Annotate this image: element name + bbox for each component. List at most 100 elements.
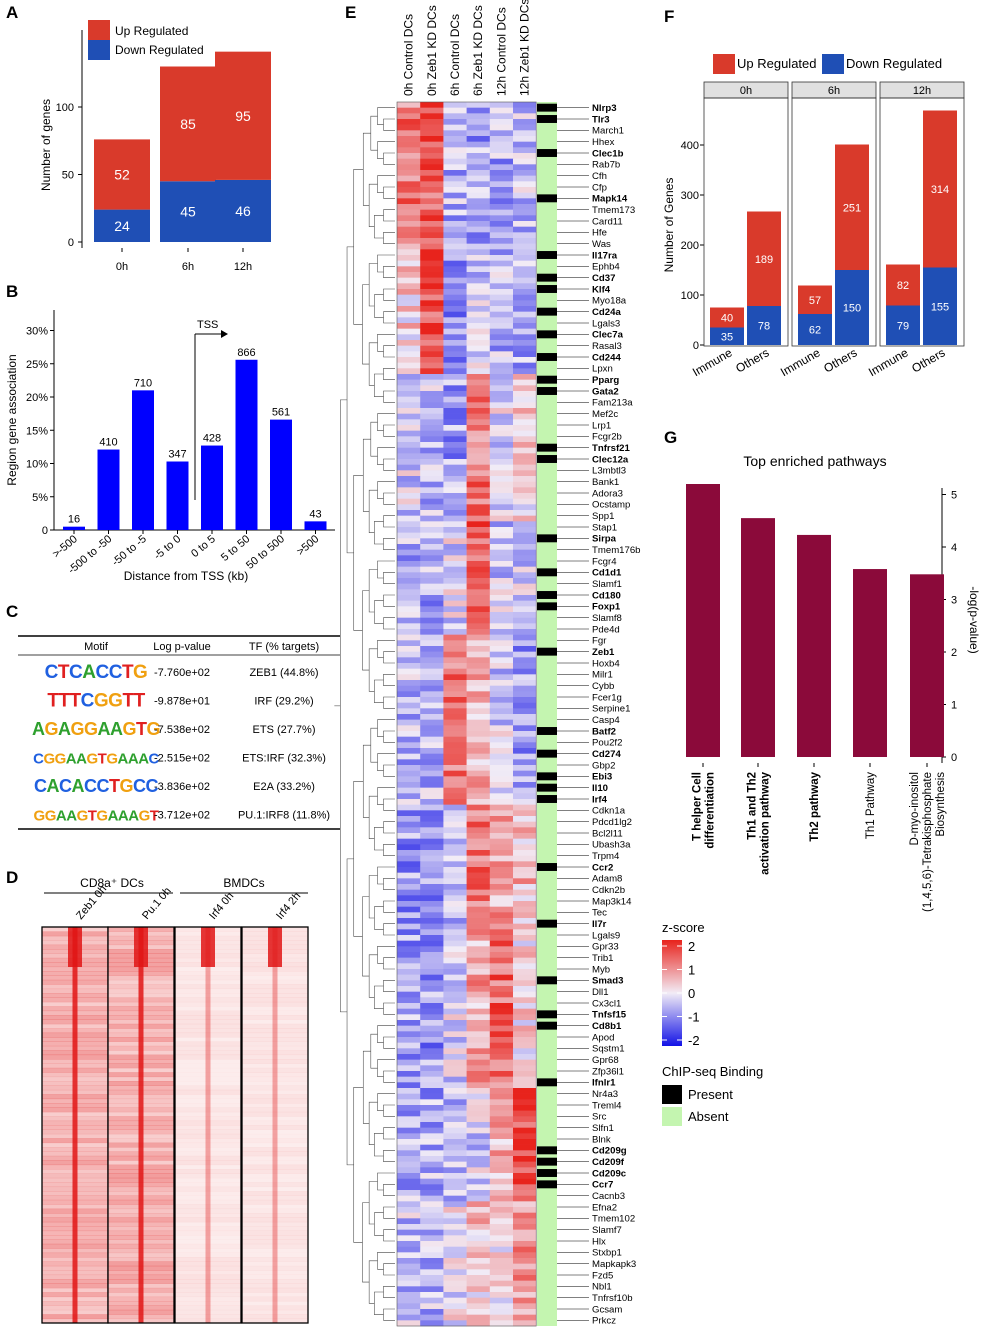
- heatmap-cell: [443, 1303, 467, 1310]
- value-label-up: 57: [809, 295, 821, 307]
- heatmap-cell: [489, 680, 514, 686]
- dendrogram-branch: [383, 1002, 395, 1015]
- gene-label: Tnfrsf21: [592, 443, 631, 454]
- heatmap-cell: [443, 119, 467, 125]
- heatmap-cell: [443, 215, 467, 222]
- gene-label: Gpr68: [592, 1055, 619, 1066]
- heatmap-cell: [513, 753, 537, 760]
- heatmap-cell: [443, 844, 467, 851]
- peak-row: [242, 1094, 308, 1100]
- heatmap-cell: [420, 1297, 444, 1304]
- heatmap-cell: [443, 1082, 467, 1089]
- heatmap-cell: [489, 226, 514, 233]
- heatmap-cell: [513, 379, 537, 386]
- heatmap-cell: [397, 821, 421, 828]
- heatmap-cell: [466, 459, 491, 465]
- heatmap-cell: [513, 147, 537, 154]
- heatmap-cell: [466, 782, 491, 788]
- heatmap-cell: [513, 277, 537, 284]
- heatmap-cell: [466, 1280, 491, 1287]
- heatmap-cell: [513, 1280, 537, 1287]
- heatmap-cell: [466, 385, 491, 392]
- heatmap-cell: [397, 504, 421, 511]
- peak-row: [242, 1015, 308, 1020]
- heatmap-cell: [420, 997, 444, 1004]
- heatmap-cell: [420, 578, 444, 584]
- peak-row: [175, 1204, 241, 1210]
- heatmap-cell: [489, 986, 514, 992]
- heatmap-cell: [513, 391, 537, 397]
- heatmap-cell: [420, 974, 444, 981]
- heatmap-cell: [466, 991, 491, 998]
- bar-3: [166, 461, 189, 530]
- panel-label-e: E: [345, 3, 356, 22]
- heatmap-cell: [420, 396, 444, 403]
- tf-col-header: TF (% targets): [249, 641, 319, 653]
- heatmap-cell: [397, 1320, 421, 1327]
- heatmap-cell: [513, 867, 537, 873]
- heatmap-cell: [397, 702, 421, 709]
- heatmap-cell: [397, 119, 421, 125]
- heatmap-cell: [420, 175, 444, 182]
- chip-present-mark: [537, 330, 557, 339]
- chip-present-mark: [537, 455, 557, 463]
- panel-label-b: B: [6, 282, 18, 301]
- heatmap-cell: [466, 1184, 491, 1191]
- heatmap-cell: [489, 181, 514, 188]
- heatmap-cell: [466, 130, 491, 137]
- peak-row: [242, 1191, 308, 1196]
- peak-row: [175, 1001, 241, 1007]
- dendrogram-branch: [377, 141, 395, 159]
- heatmap-cell: [489, 1008, 514, 1015]
- heatmap-cell: [420, 555, 444, 562]
- heatmap-cell: [466, 787, 491, 794]
- heatmap-cell: [397, 487, 421, 494]
- heatmap-cell: [420, 255, 444, 261]
- heatmap-cell: [489, 1093, 514, 1100]
- heatmap-border: [396, 101, 537, 1327]
- heatmap-cell: [420, 963, 444, 970]
- value-label: 561: [272, 407, 290, 419]
- heatmap-cell: [466, 566, 491, 573]
- value-label-up: 314: [931, 184, 949, 196]
- x-tick-label: >500: [295, 533, 322, 558]
- heatmap-cell: [420, 113, 444, 120]
- bar-down: [923, 267, 957, 345]
- heatmap-cell: [397, 974, 421, 981]
- peak-row: [175, 1142, 241, 1148]
- heatmap-cell: [443, 1025, 467, 1032]
- gene-label: Pou2f2: [592, 738, 622, 749]
- heatmap-cell: [443, 793, 467, 800]
- heatmap-cell: [466, 935, 491, 941]
- heatmap-cell: [489, 328, 514, 335]
- peak-row: [242, 1283, 308, 1289]
- chip-present-mark: [537, 1180, 557, 1189]
- heatmap-cell: [397, 861, 421, 868]
- pval-col-header: Log p-value: [153, 641, 211, 653]
- heatmap-cell: [489, 260, 514, 267]
- peak-row: [175, 1213, 241, 1218]
- heatmap-cell: [397, 1059, 421, 1066]
- peak-row: [175, 975, 241, 981]
- peak-heatmap: Zeb1 0h Pu.1 0h Irf4 0h Irf4 2h: [41, 883, 309, 1324]
- heatmap-cell: [397, 147, 421, 154]
- heatmap-cell: [513, 850, 537, 856]
- heatmap-cell: [489, 504, 514, 511]
- heatmap-cell: [443, 453, 467, 460]
- heatmap-cell: [513, 799, 537, 805]
- heatmap-cell: [397, 430, 421, 437]
- heatmap-cell: [443, 402, 467, 409]
- gene-label: Cfh: [592, 171, 607, 182]
- track-label: Irf4 0h: [207, 890, 236, 922]
- heatmap-cell: [420, 867, 444, 873]
- gene-label: Map3k14: [592, 896, 632, 907]
- heatmap-cell: [513, 991, 537, 998]
- heatmap-cell: [489, 453, 514, 460]
- dendrogram-branch: [383, 1036, 395, 1049]
- heatmap-cell: [513, 1144, 537, 1151]
- gene-label: Casp4: [592, 715, 620, 726]
- dendrogram-branch: [383, 1150, 395, 1162]
- heatmap-cell: [489, 912, 514, 919]
- heatmap-cell: [466, 1258, 491, 1264]
- dendrogram-branch: [346, 246, 354, 554]
